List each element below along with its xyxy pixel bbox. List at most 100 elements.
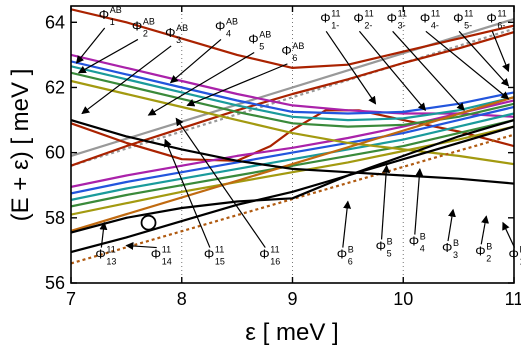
annotation-superscript: B <box>387 236 393 246</box>
y-tick-label: 56 <box>45 273 65 293</box>
annotation-subscript: 6 <box>292 53 297 63</box>
annotation-symbol: Φ <box>204 247 214 262</box>
annotation-subscript: 15 <box>215 257 225 267</box>
annotation-subscript: 3- <box>398 20 406 30</box>
annotation-superscript: B <box>486 241 492 251</box>
series-purple-1 <box>71 53 514 118</box>
annotation-superscript: B <box>519 245 521 255</box>
annotation-label: Φ 11 13 <box>95 221 116 267</box>
annotation-arrow <box>99 221 108 248</box>
annotation-symbol: Φ <box>259 247 269 262</box>
annotation-label: Φ AB 3 <box>81 23 188 115</box>
annotation-arrow <box>480 215 490 245</box>
annotation-subscript: 3 <box>176 35 181 45</box>
x-tick-label: 7 <box>66 289 76 309</box>
annotation-subscript: 4- <box>431 20 439 30</box>
annotation-superscript: 11 <box>497 8 506 18</box>
annotation-superscript: 11 <box>431 8 440 18</box>
annotation-arrow <box>358 30 427 112</box>
annotation-label: Φ B 2 <box>475 215 492 263</box>
annotation-symbol: Φ <box>151 247 161 262</box>
annotation-symbol: Φ <box>442 240 452 255</box>
annotation-subscript: 5 <box>259 41 264 51</box>
annotation-label: Φ AB 1 <box>75 5 122 64</box>
annotation-label: Φ B 4 <box>409 167 426 254</box>
annotation-superscript: 11 <box>106 245 115 255</box>
series-teal-1 <box>71 65 514 122</box>
series-purple-2 <box>71 99 514 188</box>
series-black-3 <box>71 119 514 234</box>
annotation-superscript: AB <box>259 29 271 39</box>
annotation-subscript: 5 <box>387 248 392 258</box>
annotation-superscript: B <box>453 238 459 248</box>
annotation-label: Φ 114- <box>420 8 510 100</box>
annotation-superscript: B <box>420 232 426 242</box>
annotation-arrow <box>502 221 516 248</box>
annotation-arrow <box>77 38 139 74</box>
annotation-symbol: Φ <box>475 243 485 258</box>
annotation-subscript: 6 <box>348 257 353 267</box>
annotation-symbol: Φ <box>215 18 225 33</box>
y-tick-label: 60 <box>45 143 65 163</box>
annotation-symbol: Φ <box>409 234 419 249</box>
annotation-label: Φ AB4 <box>169 16 238 84</box>
annotation-arrow <box>447 208 456 242</box>
annotation-arrow <box>164 138 211 248</box>
annotation-symbol: Φ <box>165 25 175 40</box>
series-black-1 <box>71 119 514 185</box>
y-tick-label: 64 <box>45 12 65 32</box>
annotation-label: Φ AB 6 <box>186 41 304 107</box>
x-tick-label: 8 <box>177 289 187 309</box>
annotation-symbol: Φ <box>420 10 430 25</box>
annotation-superscript: 11 <box>215 245 224 255</box>
annotation-symbol: Φ <box>320 10 330 25</box>
annotation-arrow <box>414 167 424 235</box>
annotation-superscript: AB <box>292 41 304 51</box>
annotation-superscript: AB <box>110 5 122 15</box>
series-blue-2 <box>71 105 514 195</box>
annotation-symbol: Φ <box>376 238 386 253</box>
annotation-subscript: 1- <box>331 20 339 30</box>
y-tick-label: 62 <box>45 77 65 97</box>
annotation-arrow <box>147 51 255 116</box>
annotation-subscript: 3 <box>453 250 458 260</box>
annotation-label: Φ 113- <box>387 8 465 112</box>
annotation-superscript: 11 <box>464 8 473 18</box>
annotation-subscript: 6- <box>497 20 505 30</box>
annotation-arrow <box>392 30 465 112</box>
annotation-arrow <box>380 164 391 240</box>
annotation-label: Φ B 5 <box>376 164 393 258</box>
series-teal-2 <box>71 112 514 201</box>
annotation-arrow <box>175 117 266 248</box>
annotation-symbol: Φ <box>387 10 397 25</box>
annotation-subscript: 16 <box>270 257 280 267</box>
annotation-arrow <box>342 200 352 248</box>
annotation-symbol: Φ <box>353 10 363 25</box>
annotation-superscript: AB <box>143 16 155 26</box>
annotation-symbol: Φ <box>281 43 291 58</box>
x-tick-label: 9 <box>287 289 297 309</box>
annotation-subscript: 1 <box>110 17 115 27</box>
annotation-superscript: 11 <box>270 245 279 255</box>
annotation-superscript: B <box>348 245 354 255</box>
annotation-label: ΦB 1 <box>502 221 521 267</box>
annotation-label: Φ 11 6- <box>486 8 510 73</box>
annotation-arrow <box>125 242 157 250</box>
annotation-symbol: Φ <box>337 247 347 262</box>
annotation-arrow <box>75 27 106 64</box>
annotation-label: Φ 111- <box>320 8 377 105</box>
annotation-label: Φ 11 15 <box>164 138 225 267</box>
annotation-subscript: 4 <box>420 244 425 254</box>
annotation-symbol: Φ <box>248 31 258 46</box>
annotation-arrow <box>81 45 172 115</box>
annotation-label: Φ AB 2 <box>77 16 155 74</box>
annotation-superscript: 11 <box>331 8 340 18</box>
x-axis-title: ε [ meV ] <box>245 319 338 346</box>
annotation-subscript: 2 <box>486 253 491 263</box>
annotation-subscript: 13 <box>106 257 116 267</box>
series-green-2 <box>71 119 514 208</box>
annotation-superscript: AB <box>226 16 238 26</box>
